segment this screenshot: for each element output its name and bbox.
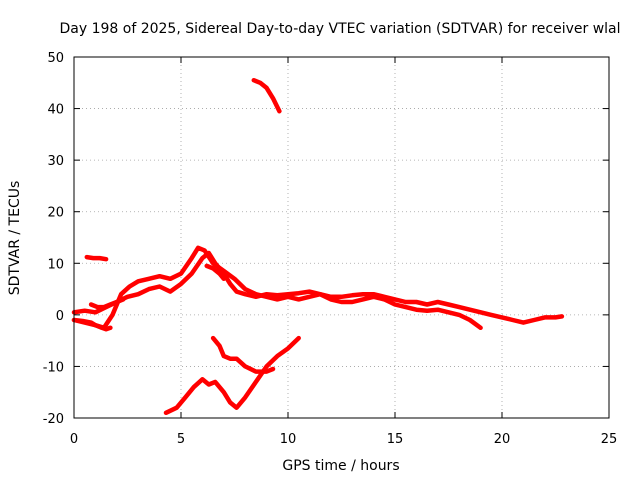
plot-frame	[73, 56, 610, 419]
series-trace-1	[71, 250, 565, 325]
axis-ticks: 0 5 10 15 20 25 -20 -10 0 10 20 30 40 50	[43, 51, 618, 447]
series-layer	[71, 77, 565, 416]
y-tick-label: 0	[56, 309, 64, 324]
x-tick-label: 15	[387, 432, 404, 447]
y-tick-label: 30	[47, 154, 64, 169]
y-tick-label: 40	[47, 103, 64, 118]
series-trace-4	[251, 77, 282, 114]
series-trace-9	[88, 297, 126, 310]
y-tick-label: -20	[43, 412, 64, 427]
x-tick-label: 20	[494, 432, 511, 447]
series-trace-8	[71, 317, 113, 332]
y-tick-label: 20	[47, 206, 64, 221]
series-trace-3	[84, 254, 109, 262]
series-trace-5	[204, 263, 227, 282]
y-tick-label: 50	[47, 51, 64, 66]
grid	[74, 57, 609, 418]
series-trace-7	[210, 335, 276, 374]
x-tick-label: 0	[70, 432, 78, 447]
x-tick-label: 10	[280, 432, 297, 447]
x-tick-label: 5	[177, 432, 185, 447]
y-axis-label: SDTVAR / TECUs	[7, 181, 23, 296]
series-trace-6	[163, 335, 301, 416]
x-tick-label: 25	[601, 432, 618, 447]
chart-title: Day 198 of 2025, Sidereal Day-to-day VTE…	[59, 21, 620, 37]
y-tick-label: -10	[43, 360, 64, 375]
x-axis-label: GPS time / hours	[282, 458, 399, 474]
y-tick-label: 10	[47, 257, 64, 272]
series-trace-2	[71, 245, 483, 331]
